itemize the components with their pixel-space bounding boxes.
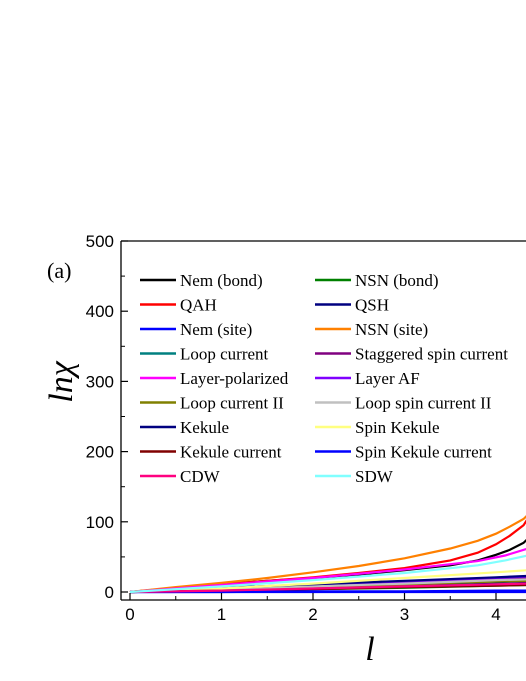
legend-label-15: Spin Kekule current [355,443,492,462]
axes [120,240,526,601]
legend-label-5: NSN (site) [355,320,428,339]
legend-label-6: Loop current [180,345,269,364]
ticks: 0 100 200 300 400 500 0 1 2 3 4 [86,232,501,624]
legend-label-14: Kekule current [180,443,282,462]
legend-label-4: Nem (site) [180,320,252,339]
series-line-5 [129,515,526,594]
y-tick-label-5: 500 [86,232,114,251]
legend-label-12: Kekule [180,418,229,437]
legend-label-9: Layer AF [355,369,420,388]
legend-label-1: NSN (bond) [355,271,439,290]
series-line-13 [129,569,526,594]
legend-label-13: Spin Kekule [355,418,440,437]
y-tick-label-3: 300 [86,372,114,391]
y-tick-label-1: 100 [86,513,114,532]
panel-label: (a) [47,258,71,283]
legend-label-8: Layer-polarized [180,369,289,388]
legend-label-17: SDW [355,467,394,486]
legend-label-2: QAH [180,296,217,315]
legend-label-11: Loop spin current II [355,394,492,413]
legend-label-3: QSH [355,296,389,315]
series-line-8 [129,547,526,594]
series-line-17 [129,554,526,594]
legend-label-16: CDW [180,467,221,486]
plot-lines [129,515,526,594]
series-line-15 [130,589,526,594]
x-tick-label-0: 0 [125,605,134,624]
y-tick-label-4: 400 [86,302,114,321]
legend: Nem (bond) NSN (bond) QAH QSH Nem (site) NSN … [140,271,508,486]
x-axis-title: l [365,631,374,668]
x-tick-label-3: 3 [400,605,409,624]
y-tick-label-0: 0 [105,583,114,602]
y-tick-label-2: 200 [86,443,114,462]
legend-label-7: Staggered spin current [355,345,508,364]
y-axis-title: lnχ [43,360,80,402]
legend-label-10: Loop current II [180,394,284,413]
x-tick-label-1: 1 [217,605,226,624]
x-tick-label-2: 2 [308,605,317,624]
legend-label-0: Nem (bond) [180,271,263,290]
x-tick-label-4: 4 [491,605,500,624]
series-line-16 [129,582,526,594]
